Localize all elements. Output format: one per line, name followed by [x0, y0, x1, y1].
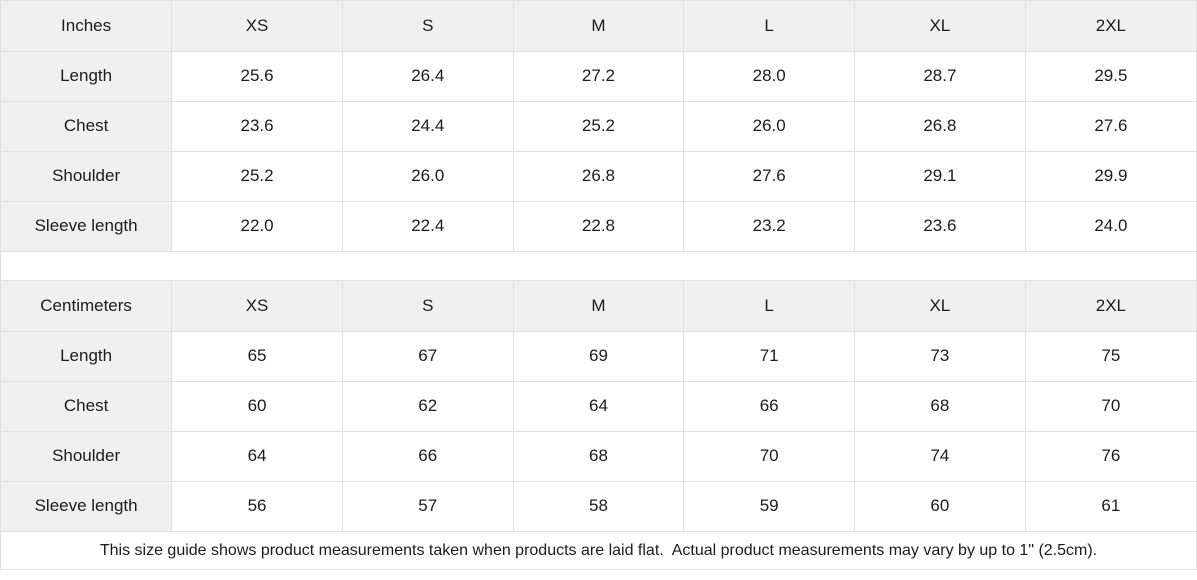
measurement-cell: 74: [854, 430, 1026, 482]
measurement-cell: 22.4: [341, 200, 514, 251]
size-table-centimeters: Centimeters XS S M L XL 2XL Length 65 67…: [1, 281, 1196, 531]
measurement-cell: 28.7: [854, 50, 1026, 102]
measurement-cell: 26.0: [683, 100, 856, 152]
measurement-cell: 24.0: [1024, 200, 1196, 251]
measurement-cell: 25.6: [171, 50, 343, 102]
measurement-cell: 59: [683, 480, 856, 531]
size-header-s: S: [341, 281, 514, 332]
measurement-cell: 23.6: [171, 100, 343, 152]
table-header-row: Centimeters XS S M L XL 2XL: [1, 281, 1196, 332]
row-label: Length: [1, 330, 173, 382]
row-label: Shoulder: [1, 150, 173, 202]
measurement-cell: 27.2: [512, 50, 685, 102]
measurement-cell: 29.5: [1024, 50, 1196, 102]
size-header-xs: XS: [171, 281, 343, 332]
size-guide-footer: This size guide shows product measuremen…: [1, 531, 1196, 569]
measurement-cell: 25.2: [512, 100, 685, 152]
measurement-cell: 23.6: [854, 200, 1026, 251]
row-label: Chest: [1, 100, 173, 152]
table-row-shoulder: Shoulder 25.2 26.0 26.8 27.6 29.1 29.9: [1, 150, 1196, 202]
measurement-cell: 24.4: [341, 100, 514, 152]
row-label: Sleeve length: [1, 200, 173, 251]
size-header-xl: XL: [854, 281, 1026, 332]
table-separator: [1, 251, 1196, 281]
measurement-cell: 58: [512, 480, 685, 531]
size-table-inches: Inches XS S M L XL 2XL Length 25.6 26.4 …: [1, 1, 1196, 251]
measurement-cell: 26.8: [854, 100, 1026, 152]
measurement-cell: 25.2: [171, 150, 343, 202]
table-row-length: Length 65 67 69 71 73 75: [1, 330, 1196, 382]
measurement-cell: 64: [171, 430, 343, 482]
table-row-length: Length 25.6 26.4 27.2 28.0 28.7 29.5: [1, 50, 1196, 102]
table-row-chest: Chest 23.6 24.4 25.2 26.0 26.8 27.6: [1, 100, 1196, 152]
measurement-cell: 75: [1024, 330, 1196, 382]
unit-header-cell: Inches: [1, 1, 173, 52]
measurement-cell: 56: [171, 480, 343, 531]
table-header-row: Inches XS S M L XL 2XL: [1, 1, 1196, 52]
size-header-m: M: [512, 1, 685, 52]
size-header-l: L: [683, 1, 856, 52]
measurement-cell: 26.0: [341, 150, 514, 202]
measurement-cell: 66: [683, 380, 856, 432]
measurement-cell: 67: [341, 330, 514, 382]
table-row-shoulder: Shoulder 64 66 68 70 74 76: [1, 430, 1196, 482]
size-header-2xl: 2XL: [1024, 281, 1196, 332]
measurement-cell: 60: [854, 480, 1026, 531]
measurement-cell: 68: [854, 380, 1026, 432]
measurement-cell: 70: [1024, 380, 1196, 432]
size-guide-note: This size guide shows product measuremen…: [99, 541, 1098, 559]
table-row-sleeve-length: Sleeve length 22.0 22.4 22.8 23.2 23.6 2…: [1, 200, 1196, 251]
measurement-cell: 27.6: [1024, 100, 1196, 152]
size-header-xl: XL: [854, 1, 1026, 52]
measurement-cell: 26.4: [341, 50, 514, 102]
measurement-cell: 76: [1024, 430, 1196, 482]
size-header-s: S: [341, 1, 514, 52]
measurement-cell: 57: [341, 480, 514, 531]
size-header-l: L: [683, 281, 856, 332]
measurement-cell: 64: [512, 380, 685, 432]
measurement-cell: 22.0: [171, 200, 343, 251]
measurement-cell: 22.8: [512, 200, 685, 251]
measurement-cell: 29.1: [854, 150, 1026, 202]
size-header-2xl: 2XL: [1024, 1, 1196, 52]
measurement-cell: 71: [683, 330, 856, 382]
measurement-cell: 66: [341, 430, 514, 482]
measurement-cell: 62: [341, 380, 514, 432]
measurement-cell: 69: [512, 330, 685, 382]
measurement-cell: 70: [683, 430, 856, 482]
table-row-sleeve-length: Sleeve length 56 57 58 59 60 61: [1, 480, 1196, 531]
measurement-cell: 65: [171, 330, 343, 382]
measurement-cell: 28.0: [683, 50, 856, 102]
size-header-xs: XS: [171, 1, 343, 52]
measurement-cell: 73: [854, 330, 1026, 382]
measurement-cell: 27.6: [683, 150, 856, 202]
row-label: Length: [1, 50, 173, 102]
measurement-cell: 60: [171, 380, 343, 432]
measurement-cell: 61: [1024, 480, 1196, 531]
measurement-cell: 68: [512, 430, 685, 482]
measurement-cell: 26.8: [512, 150, 685, 202]
measurement-cell: 23.2: [683, 200, 856, 251]
unit-header-cell: Centimeters: [1, 281, 173, 332]
row-label: Sleeve length: [1, 480, 173, 531]
row-label: Chest: [1, 380, 173, 432]
row-label: Shoulder: [1, 430, 173, 482]
table-row-chest: Chest 60 62 64 66 68 70: [1, 380, 1196, 432]
size-header-m: M: [512, 281, 685, 332]
measurement-cell: 29.9: [1024, 150, 1196, 202]
